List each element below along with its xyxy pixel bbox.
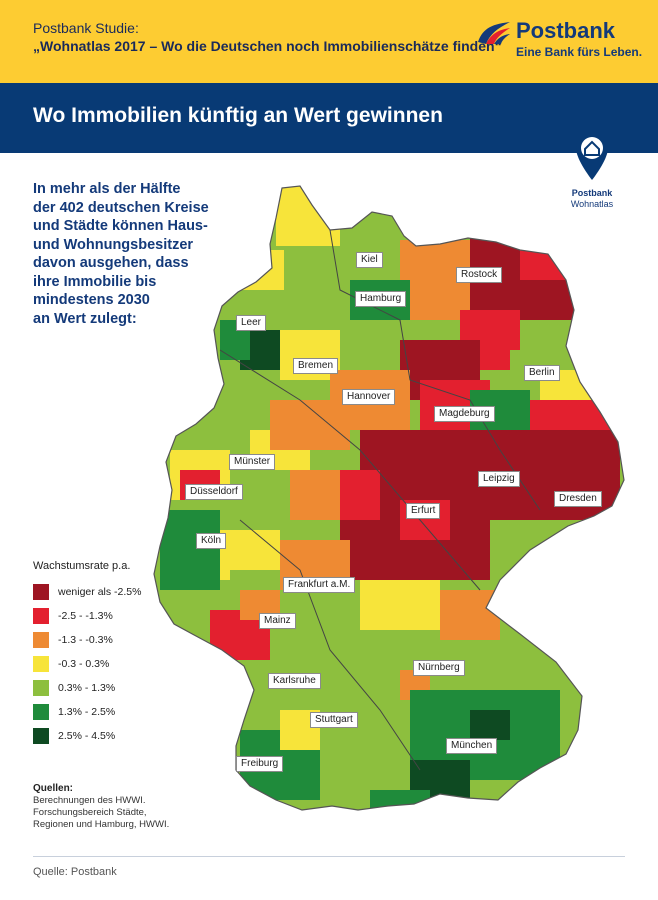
city-label-muenchen: München — [446, 738, 498, 754]
intro-line: davon ausgehen, dass — [33, 255, 189, 271]
legend-title: Wachstumsrate p.a. — [33, 560, 131, 572]
header-bar: Postbank Studie: „Wohnatlas 2017 – Wo di… — [0, 0, 658, 83]
city-label-rostock: Rostock — [456, 267, 503, 283]
legend-swatch — [33, 680, 49, 696]
city-label-hamburg: Hamburg — [355, 291, 407, 307]
germany-map — [153, 185, 625, 811]
title-bar: Wo Immobilien künftig an Wert gewinnen — [0, 83, 658, 153]
legend-swatch — [33, 632, 49, 648]
legend-item: -0.3 - 0.3% — [33, 652, 233, 676]
footer-source: Quelle: Postbank — [33, 866, 117, 878]
footer-divider — [33, 856, 625, 857]
legend-label: 2.5% - 4.5% — [58, 730, 116, 742]
city-label-leer: Leer — [236, 315, 267, 331]
city-label-bremen: Bremen — [293, 358, 339, 374]
legend-item: -1.3 - -0.3% — [33, 628, 233, 652]
legend-swatch — [33, 584, 49, 600]
brand-tagline: Eine Bank fürs Leben. — [516, 45, 643, 59]
city-label-freiburg: Freiburg — [236, 756, 284, 772]
legend-label: weniger als -2.5% — [58, 586, 142, 598]
legend-item: -2.5 - -1.3% — [33, 604, 233, 628]
study-title: „Wohnatlas 2017 – Wo die Deutschen noch … — [33, 38, 502, 54]
legend-item: 0.3% - 1.3% — [33, 676, 233, 700]
sources: Quellen: Berechnungen des HWWI. Forschun… — [33, 783, 233, 831]
sources-line: Regionen und Hamburg, HWWI. — [33, 819, 170, 830]
legend-label: -0.3 - 0.3% — [58, 658, 110, 670]
legend-swatch — [33, 656, 49, 672]
city-label-berlin: Berlin — [524, 365, 560, 381]
intro-line: und Städte können Haus- — [33, 218, 208, 234]
legend-swatch — [33, 608, 49, 624]
city-label-karlsruhe: Karlsruhe — [268, 673, 321, 689]
city-label-kiel: Kiel — [356, 252, 383, 268]
legend-label: -2.5 - -1.3% — [58, 610, 113, 622]
postbank-wings-icon — [478, 22, 510, 44]
intro-text: In mehr als der Hälfte der 402 deutschen… — [33, 180, 248, 328]
city-label-leipzig: Leipzig — [478, 471, 520, 487]
city-label-muenster: Münster — [229, 454, 276, 470]
legend: Wachstumsrate p.a. weniger als -2.5% -2.… — [33, 560, 233, 748]
intro-line: ihre Immobilie bis — [33, 273, 157, 290]
city-label-hannover: Hannover — [342, 389, 396, 405]
city-label-erfurt: Erfurt — [406, 503, 441, 519]
house-pin-icon — [576, 132, 608, 180]
brand-name: Postbank — [516, 18, 616, 43]
intro-line: der 402 deutschen Kreise — [33, 199, 209, 216]
legend-label: -1.3 - -0.3% — [58, 634, 113, 646]
city-label-mainz: Mainz — [259, 613, 296, 629]
intro-line: und Wohnungsbesitzer — [33, 236, 194, 253]
page-title: Wo Immobilien künftig an Wert gewinnen — [33, 104, 443, 127]
study-label: Postbank Studie: — [33, 20, 139, 36]
intro-line: an Wert zulegt: — [33, 310, 137, 327]
sources-line: Forschungsbereich Städte, — [33, 807, 147, 818]
wohnatlas-sub: Wohnatlas — [570, 199, 614, 209]
wohnatlas-badge: Postbank Wohnatlas — [568, 130, 616, 210]
postbank-logo[interactable]: Postbank Eine Bank fürs Leben. — [476, 18, 646, 68]
legend-item: 1.3% - 2.5% — [33, 700, 233, 724]
legend-swatch — [33, 728, 49, 744]
sources-title: Quellen: — [33, 783, 74, 794]
legend-label: 1.3% - 2.5% — [58, 706, 116, 718]
wohnatlas-brand: Postbank — [571, 188, 613, 198]
city-label-dresden: Dresden — [554, 491, 602, 507]
intro-line: In mehr als der Hälfte — [33, 181, 181, 197]
legend-swatch — [33, 704, 49, 720]
city-label-magdeburg: Magdeburg — [434, 406, 495, 422]
city-label-frankfurt: Frankfurt a.M. — [283, 577, 356, 593]
city-label-nuernberg: Nürnberg — [413, 660, 465, 676]
city-label-stuttgart: Stuttgart — [310, 712, 358, 728]
intro-line: mindestens 2030 — [33, 292, 150, 308]
legend-item: 2.5% - 4.5% — [33, 724, 233, 748]
legend-label: 0.3% - 1.3% — [58, 682, 116, 694]
sources-line: Berechnungen des HWWI. — [33, 795, 146, 806]
city-label-duesseldorf: Düsseldorf — [185, 484, 243, 500]
city-label-koeln: Köln — [196, 533, 227, 549]
legend-item: weniger als -2.5% — [33, 580, 233, 604]
